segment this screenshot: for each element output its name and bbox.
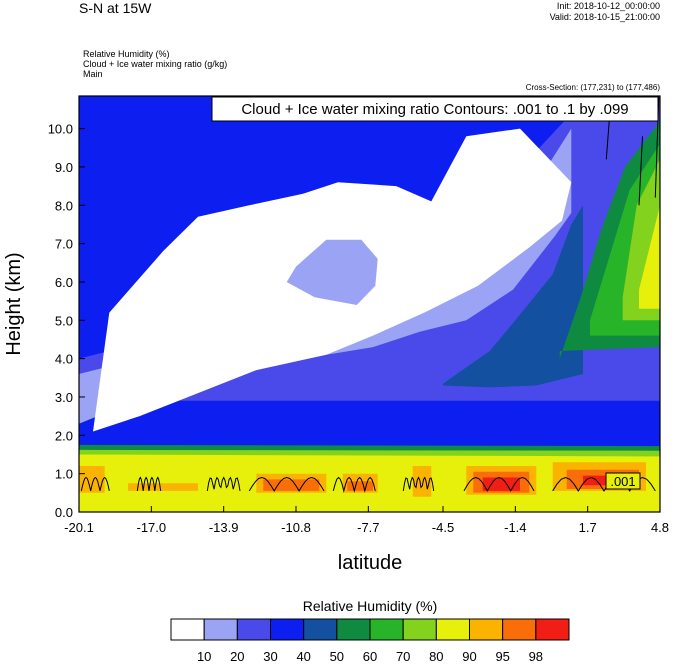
- y-axis: 0.0 1.0 2.0 3.0 4.0 5.0 6.0 7.0 8.0 9.0 10.0: [48, 122, 85, 520]
- y-tick-label: 7.0: [55, 237, 73, 252]
- rh-area-4: [286, 239, 378, 305]
- colorbar-swatch: [469, 618, 504, 641]
- rh-area-19: [412, 466, 432, 497]
- colorbar-label: 50: [330, 649, 344, 664]
- colorbar-swatch: [502, 618, 537, 641]
- rh-area-13: [79, 466, 105, 493]
- colorbar-title: Relative Humidity (%): [303, 598, 438, 614]
- field-rh: Relative Humidity (%): [83, 49, 170, 59]
- colorbar-label: 40: [296, 649, 310, 664]
- cloud-contour-4: [332, 476, 376, 493]
- field-list: Relative Humidity (%) Cloud + Ice water …: [83, 49, 227, 79]
- colorbar-label: 10: [197, 649, 211, 664]
- run-times: Init: 2018-10-12_00:00:00 Valid: 2018-10…: [550, 1, 660, 23]
- y-tick-label: 10.0: [48, 122, 73, 137]
- y-tick-label: 3.0: [55, 390, 73, 405]
- y-tick-label: 2.0: [55, 428, 73, 443]
- colorbar-label: 20: [230, 649, 244, 664]
- x-tick-label: -17.0: [137, 520, 167, 535]
- colorbar-label: 95: [495, 649, 509, 664]
- x-tick-label: -4.5: [432, 520, 454, 535]
- x-tick-label: 1.7: [579, 520, 597, 535]
- init-time: Init: 2018-10-12_00:00:00: [556, 1, 660, 11]
- colorbar-label: 60: [363, 649, 377, 664]
- rh-area-18: [347, 481, 373, 491]
- colorbar-swatch: [203, 618, 238, 641]
- x-tick-label: -7.7: [357, 520, 379, 535]
- colorbar: 10 20 30 40 50 60 70 80 90 95 98: [170, 618, 570, 664]
- rh-area-5: [443, 205, 583, 388]
- colorbar-label: 70: [396, 649, 410, 664]
- x-tick-label: -20.1: [64, 520, 94, 535]
- cloud-contour-0: [80, 476, 110, 492]
- rh-area-22: [482, 477, 520, 491]
- y-axis-title: Height (km): [3, 252, 25, 355]
- colorbar-label: 80: [429, 649, 443, 664]
- contour-label: .001: [610, 474, 635, 489]
- colorbar-label: 30: [263, 649, 277, 664]
- colorbar-swatch: [303, 618, 338, 641]
- colorbar-label: 98: [529, 649, 543, 664]
- y-tick-label: 8.0: [55, 198, 73, 213]
- colorbar-swatch: [236, 618, 271, 641]
- colorbar-swatch: [402, 618, 437, 641]
- contour-note: Cloud + Ice water mixing ratio Contours:…: [241, 101, 628, 118]
- rh-filled-contours: [79, 96, 660, 512]
- y-tick-label: 4.0: [55, 352, 73, 367]
- y-tick-label: 9.0: [55, 160, 73, 175]
- x-tick-label: -1.4: [504, 520, 526, 535]
- x-tick-label: -10.8: [281, 520, 311, 535]
- x-tick-label: -13.9: [209, 520, 239, 535]
- field-qcloud: Cloud + Ice water mixing ratio (g/kg): [83, 59, 228, 69]
- cloud-contour-5: [402, 476, 435, 491]
- colorbar-swatch: [270, 618, 305, 641]
- y-tick-label: 6.0: [55, 275, 73, 290]
- plot-title: S-N at 15W: [79, 0, 152, 16]
- cloud-contour-1: [136, 476, 162, 491]
- cloud-contours: [80, 96, 660, 493]
- y-tick-label: 1.0: [55, 467, 73, 482]
- colorbar-swatch: [170, 618, 205, 641]
- colorbar-swatch: [535, 618, 570, 641]
- rh-area-14: [128, 483, 198, 491]
- rh-area-16: [263, 479, 320, 491]
- colorbar-swatch: [369, 618, 404, 641]
- y-tick-label: 0.0: [55, 505, 73, 520]
- colorbar-swatch: [336, 618, 371, 641]
- upper-cloud-contour-1: [638, 136, 643, 206]
- rh-area-9: [639, 205, 660, 309]
- cloud-contour-6: [463, 476, 535, 492]
- x-axis: -20.1 -17.0 -13.9 -10.8 -7.7 -4.5 -1.4 1.7 4.8: [64, 506, 669, 535]
- x-axis-title: latitude: [338, 552, 403, 574]
- cross-section-label: Cross-Section: (177,231) to (177,486): [525, 83, 660, 92]
- cloud-contour-2: [206, 476, 241, 491]
- y-tick-label: 5.0: [55, 313, 73, 328]
- colorbar-swatch: [435, 618, 470, 641]
- valid-time: Valid: 2018-10-15_21:00:00: [549, 12, 660, 22]
- contour-note-box: [211, 96, 659, 122]
- x-tick-label: 4.8: [651, 520, 669, 535]
- colorbar-label: 90: [462, 649, 476, 664]
- field-domain: Main: [83, 69, 103, 79]
- cloud-contour-3: [248, 476, 325, 492]
- plot-frame: [78, 95, 661, 513]
- contour-label-box: [605, 472, 641, 490]
